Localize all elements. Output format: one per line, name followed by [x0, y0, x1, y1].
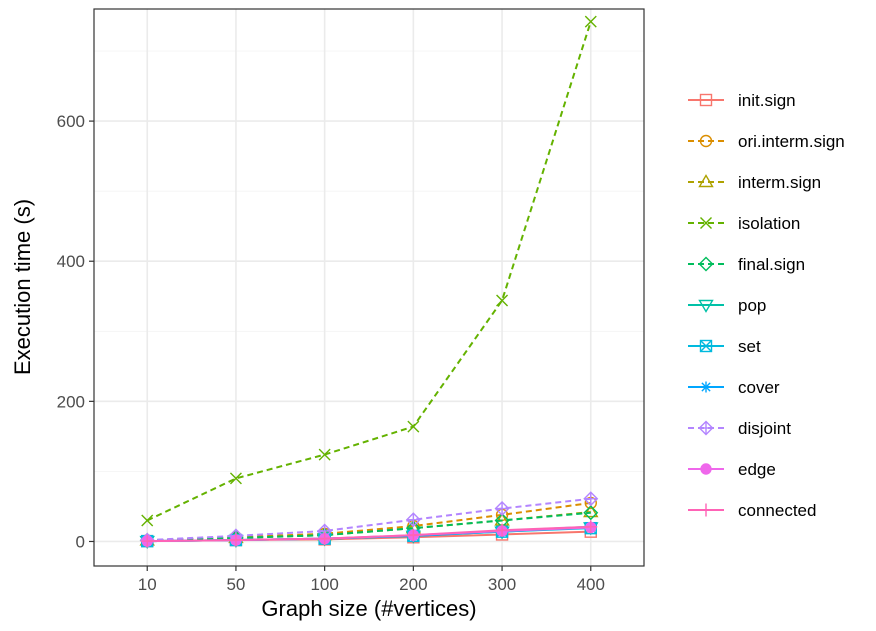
x-tick-label: 200 [399, 575, 427, 594]
data-point [140, 534, 154, 548]
legend-key-marker [699, 134, 713, 148]
legend-item: set [688, 337, 761, 356]
legend-item: interm.sign [688, 173, 821, 192]
series-isolation [141, 15, 597, 527]
legend-item: pop [688, 296, 766, 315]
data-point-stroke [229, 472, 242, 485]
series-line [147, 501, 591, 542]
data-point [318, 448, 331, 461]
legend-label: isolation [738, 214, 800, 233]
legend-key-marker [699, 339, 713, 353]
series-layer [139, 15, 599, 550]
data-point [495, 523, 509, 537]
legend-key-marker [700, 217, 712, 229]
legend-key-marker [698, 256, 714, 272]
data-point [583, 504, 599, 518]
data-point [141, 514, 154, 527]
legend-item: ori.interm.sign [688, 132, 845, 151]
legend-label: final.sign [738, 255, 805, 274]
legend-key-marker [699, 93, 713, 107]
x-tick-label: 10 [138, 575, 157, 594]
legend-item: connected [688, 501, 816, 520]
legend-item: init.sign [688, 91, 796, 110]
data-point-stroke [407, 420, 420, 433]
legend-item: disjoint [688, 419, 791, 438]
x-axis-title: Graph size (#vertices) [261, 596, 476, 621]
legend-key-marker [698, 174, 714, 188]
data-point [583, 504, 599, 518]
legend-label: cover [738, 378, 780, 397]
series-pop [139, 522, 599, 550]
data-point [584, 520, 598, 534]
data-point [229, 533, 243, 547]
data-point [494, 501, 510, 517]
x-tick-label: 300 [488, 575, 516, 594]
series-line [147, 511, 591, 542]
legend-key-marker [698, 256, 714, 272]
legend-item: cover [688, 378, 780, 397]
legend-key-marker [700, 381, 712, 393]
legend-item: final.sign [688, 255, 805, 274]
y-tick-label: 600 [57, 112, 85, 131]
data-point [407, 420, 420, 433]
series-line [146, 21, 592, 522]
series-connected [140, 520, 598, 548]
legend-key-marker [700, 463, 712, 475]
legend-item: edge [688, 460, 776, 479]
data-point [583, 505, 599, 521]
plot-panel-border [93, 8, 645, 567]
legend-key-marker [699, 339, 713, 353]
legend-label: ori.interm.sign [738, 132, 845, 151]
data-point [583, 505, 599, 521]
data-point-stroke [141, 514, 154, 527]
data-point [405, 512, 421, 528]
data-point [583, 491, 599, 507]
legend-label: interm.sign [738, 173, 821, 192]
legend-key-marker-stroke [700, 217, 712, 229]
data-point-stroke [496, 294, 509, 307]
legend-key-marker [699, 93, 713, 107]
legend-label: connected [738, 501, 816, 520]
legend-label: set [738, 337, 761, 356]
legend-key-marker [698, 299, 714, 313]
legend-key-marker [698, 420, 714, 436]
legend-key-marker [698, 174, 714, 188]
x-tick-label: 100 [310, 575, 338, 594]
y-tick-label: 400 [57, 252, 85, 271]
data-point [496, 294, 509, 307]
legend-key-marker [698, 299, 714, 313]
y-tick-label: 0 [76, 532, 85, 551]
legend-key-marker-stroke [701, 382, 711, 392]
legend: init.sign ori.interm.sign interm.sign isola… [688, 91, 845, 520]
legend-key-marker [699, 503, 713, 517]
data-point [406, 528, 420, 542]
legend-label: init.sign [738, 91, 796, 110]
data-point [229, 472, 242, 485]
legend-key-marker [700, 463, 712, 475]
legend-label: edge [738, 460, 776, 479]
legend-label: pop [738, 296, 766, 315]
grid [94, 9, 644, 566]
axes: 0 200 400 600 10 50 100 200 300 400 [57, 112, 605, 594]
data-point-stroke [318, 448, 331, 461]
legend-item: isolation [688, 214, 800, 233]
x-tick-label: 50 [226, 575, 245, 594]
legend-key-marker-stroke [700, 340, 712, 352]
data-point-stroke [584, 15, 597, 28]
y-tick-label: 200 [57, 392, 85, 411]
series-disjoint [139, 491, 599, 548]
series-line [147, 497, 591, 542]
legend-label: disjoint [738, 419, 791, 438]
data-point [584, 15, 597, 28]
series-line [147, 525, 591, 543]
y-axis-title: Execution time (s) [10, 199, 35, 375]
x-tick-label: 400 [577, 575, 605, 594]
data-point [318, 532, 332, 546]
legend-key-marker [699, 134, 713, 148]
